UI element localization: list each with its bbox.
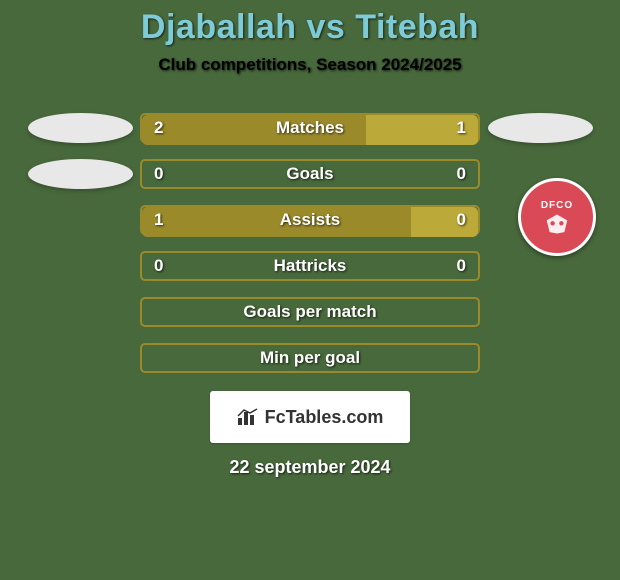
stat-label: Goals: [142, 164, 478, 184]
bars-icon: [237, 408, 259, 426]
player-left-slot: [20, 243, 140, 289]
player-left-slot: [20, 151, 140, 197]
player-left-slot: [20, 289, 140, 335]
stat-bar: 00Hattricks: [140, 251, 480, 281]
stat-label: Min per goal: [142, 348, 478, 368]
stat-bar: Min per goal: [140, 343, 480, 373]
stat-row: Min per goal: [0, 335, 620, 381]
club-badge-right: DFCO: [518, 178, 596, 256]
owl-icon: [542, 213, 572, 235]
page-subtitle: Club competitions, Season 2024/2025: [0, 55, 620, 75]
player-left-oval: [28, 113, 133, 143]
page-title: Djaballah vs Titebah: [0, 0, 620, 47]
stat-label: Assists: [142, 210, 478, 230]
player-left-slot: [20, 105, 140, 151]
stat-row: 21Matches: [0, 105, 620, 151]
fctables-watermark: FcTables.com: [210, 391, 410, 443]
stat-bar: 21Matches: [140, 113, 480, 143]
player-left-slot: [20, 197, 140, 243]
player-right-slot: [480, 289, 600, 335]
club-badge-text: DFCO: [541, 200, 573, 211]
fctables-label: FcTables.com: [265, 407, 384, 428]
player-left-oval: [28, 159, 133, 189]
stat-row: 00Hattricks: [0, 243, 620, 289]
stat-row: Goals per match: [0, 289, 620, 335]
stat-label: Matches: [142, 118, 478, 138]
stat-bar: Goals per match: [140, 297, 480, 327]
player-right-oval: [488, 113, 593, 143]
stat-bar: 10Assists: [140, 205, 480, 235]
player-right-slot: [480, 105, 600, 151]
stat-label: Hattricks: [142, 256, 478, 276]
date-label: 22 september 2024: [0, 457, 620, 478]
stat-bar: 00Goals: [140, 159, 480, 189]
stat-label: Goals per match: [142, 302, 478, 322]
player-right-slot: [480, 335, 600, 381]
player-left-slot: [20, 335, 140, 381]
